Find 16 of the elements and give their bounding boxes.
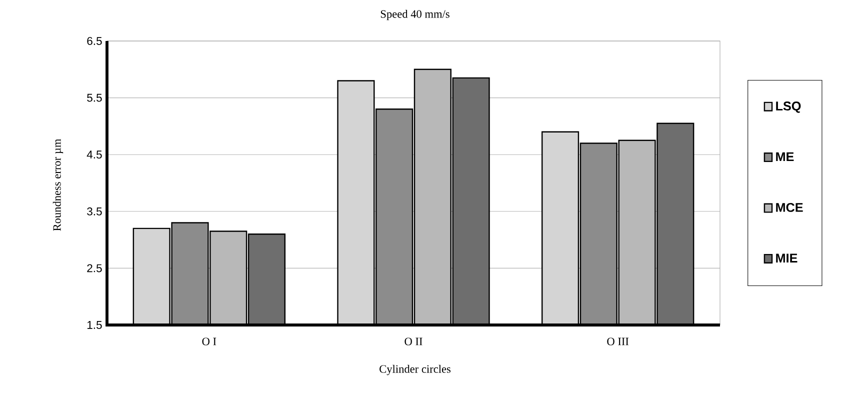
y-tick-label: 6.5 — [87, 37, 102, 45]
legend-label: ME — [776, 152, 794, 162]
x-tick-label: O III — [607, 338, 629, 346]
legend-label: LSQ — [776, 102, 801, 113]
legend-label: MCE — [776, 202, 803, 212]
chart-title: Speed 40 mm/s — [380, 10, 450, 20]
x-tick-label: O II — [404, 338, 422, 346]
y-axis-title: Roundness error µm — [52, 138, 64, 231]
x-axis-title: Cylinder circles — [380, 364, 451, 376]
y-tick-label: 2.5 — [87, 264, 102, 272]
y-tick-label: 1.5 — [87, 321, 102, 329]
y-tick-label: 5.5 — [87, 94, 102, 102]
y-tick-label: 4.5 — [86, 150, 102, 159]
legend-label: MIE — [776, 254, 798, 262]
y-tick-label: 3.5 — [87, 207, 102, 216]
x-tick-label: O I — [202, 338, 216, 346]
